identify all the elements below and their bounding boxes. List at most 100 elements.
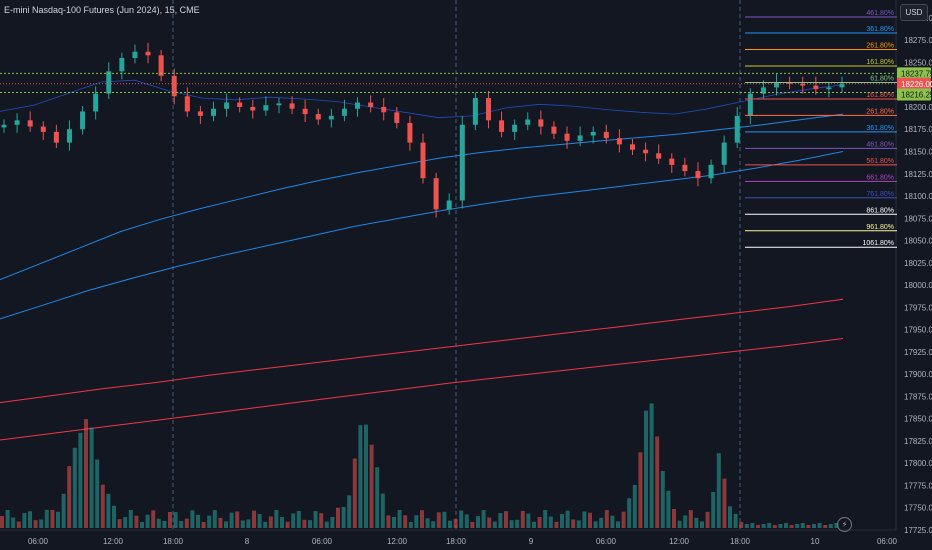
candle-body-42 — [551, 126, 557, 134]
fib-label-11: 761.80% — [866, 191, 894, 198]
volume-bar-27 — [151, 510, 156, 528]
candle-body-6 — [80, 111, 86, 130]
volume-bar-51 — [285, 521, 290, 528]
fib-label-6: 261.80% — [866, 108, 894, 115]
volume-bar-116 — [649, 403, 654, 528]
candle-body-62 — [813, 85, 819, 90]
volume-bar-62 — [347, 495, 352, 528]
y-tick-label-17: 17875.00 — [904, 392, 932, 401]
volume-bar-107 — [599, 517, 604, 528]
volume-bar-3 — [16, 521, 21, 528]
fib-label-4: 61.80% — [870, 75, 894, 82]
volume-bar-40 — [224, 521, 228, 528]
candle-body-23 — [302, 108, 308, 115]
symbol-title[interactable]: E-mini Nasdaq-100 Futures (Jun 2024), 15… — [4, 5, 200, 15]
volume-bar-72 — [403, 515, 408, 528]
fib-label-7: 361.80% — [866, 125, 894, 132]
candle-body-25 — [328, 115, 334, 120]
volume-bar-145 — [812, 524, 816, 528]
volume-bar-88 — [492, 521, 497, 528]
x-tick-label-10: 18:00 — [730, 537, 751, 546]
volume-bar-101 — [565, 510, 570, 528]
volume-bar-120 — [672, 508, 676, 528]
candle-body-36 — [472, 98, 478, 125]
volume-bar-59 — [330, 516, 335, 528]
volume-bar-142 — [795, 524, 800, 528]
volume-bar-63 — [352, 458, 357, 528]
volume-bar-104 — [582, 511, 587, 528]
y-tick-label-14: 17950.00 — [904, 326, 932, 335]
volume-bar-1 — [5, 510, 10, 528]
candle-body-46 — [603, 131, 609, 139]
price-tag-low: 18216.25 — [901, 90, 932, 99]
candle-body-14 — [184, 96, 190, 112]
volume-bar-144 — [806, 525, 811, 528]
series-line-4 — [0, 338, 844, 441]
series-line-3 — [0, 298, 844, 404]
volume-bar-111 — [621, 511, 626, 528]
volume-bar-54 — [302, 519, 307, 528]
volume-bar-66 — [369, 444, 374, 528]
candle-body-50 — [656, 153, 662, 159]
candle-body-35 — [459, 124, 465, 201]
fib-label-9: 561.80% — [866, 158, 894, 165]
volume-bar-115 — [644, 410, 648, 528]
y-tick-label-18: 17850.00 — [904, 415, 932, 424]
candle-body-56 — [734, 115, 740, 143]
volume-bar-43 — [240, 520, 245, 528]
volume-bar-53 — [296, 510, 301, 528]
candle-body-9 — [119, 57, 125, 72]
y-tick-label-21: 17775.00 — [904, 481, 932, 490]
volume-bar-105 — [588, 512, 592, 528]
candle-body-19 — [250, 106, 256, 111]
price-tag-last-bg — [897, 77, 931, 90]
fib-label-3: 161.80% — [866, 59, 894, 66]
volume-bar-84 — [470, 521, 475, 528]
volume-bar-147 — [823, 525, 828, 528]
x-tick-label-8: 06:00 — [596, 537, 617, 546]
candle-body-45 — [590, 131, 596, 136]
y-tick-label-12: 18000.00 — [904, 281, 932, 290]
volume-bar-11 — [61, 493, 66, 528]
fib-label-13: 961.80% — [866, 224, 894, 231]
volume-bar-86 — [481, 510, 486, 528]
candle-body-22 — [289, 103, 295, 109]
candle-body-32 — [420, 142, 426, 179]
candle-body-21 — [276, 103, 282, 106]
volume-bar-123 — [688, 510, 693, 528]
volume-bar-113 — [632, 484, 637, 528]
volume-bar-4 — [22, 513, 27, 528]
volume-bar-41 — [229, 512, 234, 528]
volume-bar-46 — [257, 514, 262, 528]
candle-body-18 — [237, 102, 243, 107]
volume-bar-15 — [84, 419, 88, 528]
candle-body-53 — [695, 171, 701, 179]
fib-label-0: 461.80% — [866, 10, 894, 17]
y-tick-label-20: 17800.00 — [904, 459, 932, 468]
volume-bar-5 — [28, 511, 32, 528]
volume-bar-82 — [459, 510, 464, 528]
volume-bar-148 — [828, 524, 833, 528]
candle-body-54 — [708, 164, 714, 179]
x-tick-label-11: 10 — [811, 537, 820, 546]
volume-bar-69 — [386, 515, 391, 528]
volume-bar-119 — [666, 490, 671, 528]
x-tick-label-1: 12:00 — [103, 537, 124, 546]
volume-bar-74 — [414, 515, 419, 528]
volume-bar-55 — [308, 520, 312, 528]
volume-bar-75 — [420, 510, 424, 528]
volume-bar-25 — [140, 521, 144, 528]
candle-body-55 — [721, 142, 727, 165]
volume-bar-60 — [336, 507, 340, 528]
x-tick-label-12: 06:00 — [877, 537, 898, 546]
candle-body-47 — [616, 138, 622, 145]
volume-bar-10 — [56, 511, 60, 528]
volume-bar-134 — [750, 523, 755, 528]
volume-bar-35 — [196, 514, 200, 528]
flash-icon[interactable]: ⚡ — [837, 517, 852, 532]
volume-bar-29 — [162, 520, 167, 528]
candle-body-34 — [446, 200, 452, 210]
y-tick-label-23: 17725.00 — [904, 526, 932, 535]
currency-button[interactable]: USD — [900, 4, 928, 21]
